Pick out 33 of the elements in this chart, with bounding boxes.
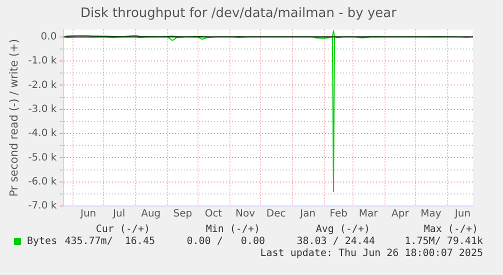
x-tick-label: Feb — [330, 208, 348, 220]
y-tick-label: -7.0 k — [28, 200, 57, 212]
y-tick-label: -1.0 k — [28, 56, 57, 67]
text: Max (-/+) — [424, 224, 478, 235]
y-axis-title: Pr second read (-) / write (+) — [7, 38, 20, 197]
x-tick-label: Apr — [392, 208, 410, 220]
x-tick-label: Nov — [235, 208, 256, 220]
x-tick-label: Mar — [358, 208, 379, 220]
text: 38.03 / 24.44 — [296, 236, 375, 247]
x-tick-label: Aug — [141, 208, 161, 220]
text: 435.77m/ 16.45 — [64, 236, 155, 247]
text: Min (-/+) — [206, 224, 260, 235]
x-tick-label: Jan — [299, 208, 316, 220]
text: 1.75M/ 79.41k — [404, 236, 483, 247]
x-tick-label: Dec — [266, 208, 286, 220]
chart-title: Disk throughput for /dev/data/mailman - by year — [80, 6, 398, 22]
text: 0.00 / 0.00 — [186, 236, 265, 247]
y-tick-label: 0.0 — [40, 31, 57, 42]
y-tick-label: -6.0 k — [28, 176, 57, 188]
x-tick-label: Jul — [112, 208, 126, 220]
text: Avg (-/+) — [316, 224, 370, 235]
y-tick-label: -4.0 k — [28, 128, 57, 140]
x-tick-label: Oct — [204, 208, 222, 220]
text: Last update: Thu Jun 26 18:00:07 2025 — [260, 248, 483, 259]
legend-label: Bytes — [26, 236, 58, 247]
x-tick-label: Jun — [79, 208, 96, 220]
y-tick-label: -3.0 k — [28, 104, 57, 115]
x-tick-label: Sep — [173, 208, 192, 220]
x-tick-label: Jun — [454, 208, 471, 220]
text: Cur (-/+) — [96, 224, 150, 235]
y-tick-label: -2.0 k — [28, 80, 57, 91]
x-tick-label: May — [420, 208, 442, 220]
y-tick-label: -5.0 k — [28, 152, 57, 164]
